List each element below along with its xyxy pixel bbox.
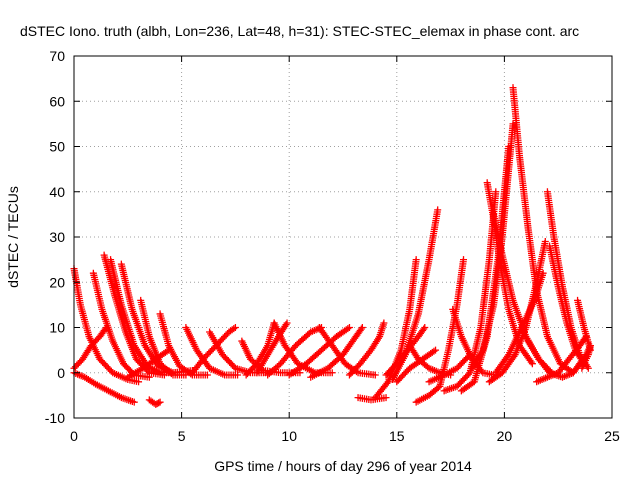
data-point xyxy=(541,238,549,246)
data-point xyxy=(167,370,175,378)
data-point xyxy=(412,256,420,264)
data-point xyxy=(586,342,594,350)
series-17 xyxy=(253,319,291,377)
series-5 xyxy=(100,251,168,379)
series-25 xyxy=(371,256,420,402)
data-point xyxy=(509,120,517,128)
data-series xyxy=(70,84,594,408)
data-point xyxy=(371,371,379,379)
series-4 xyxy=(89,269,153,381)
data-point xyxy=(344,325,352,333)
chart-title: dSTEC Iono. truth (albh, Lon=236, Lat=48… xyxy=(20,23,579,39)
y-tick-label: 20 xyxy=(49,274,65,290)
data-point xyxy=(584,364,592,372)
data-point xyxy=(528,360,536,368)
x-tick-label: 10 xyxy=(281,428,297,444)
x-tick-label: 5 xyxy=(178,428,186,444)
y-axis-title: dSTEC / TECUs xyxy=(5,186,21,288)
data-point xyxy=(155,399,163,407)
data-point xyxy=(163,347,171,355)
data-point xyxy=(283,319,291,327)
data-point xyxy=(421,324,429,331)
data-point xyxy=(165,346,173,354)
series-24 xyxy=(354,394,390,404)
series-19 xyxy=(264,324,325,379)
data-point xyxy=(434,206,442,214)
x-tick-label: 0 xyxy=(70,428,78,444)
data-point xyxy=(465,370,473,378)
series-23 xyxy=(345,319,388,379)
y-tick-label: 40 xyxy=(49,184,65,200)
axes: 0 5 10 15 20 25 -10 0 10 20 30 40 50 60 70 xyxy=(45,48,620,444)
data-point xyxy=(203,371,211,379)
data-point xyxy=(420,325,428,333)
y-tick-label: 0 xyxy=(57,365,65,381)
y-tick-label: 60 xyxy=(49,93,65,109)
data-point xyxy=(539,269,547,277)
data-point xyxy=(460,256,468,264)
data-point xyxy=(345,324,353,331)
data-point xyxy=(504,352,512,360)
x-axis-title: GPS time / hours of day 296 of year 2014 xyxy=(214,458,472,474)
data-point xyxy=(527,358,535,366)
series-27 xyxy=(388,206,442,384)
series-38 xyxy=(509,84,577,377)
y-tick-label: -10 xyxy=(45,410,65,426)
y-tick-label: 50 xyxy=(49,139,65,155)
data-point xyxy=(231,324,239,331)
data-point xyxy=(430,347,438,355)
data-point xyxy=(135,378,143,386)
data-point xyxy=(230,325,238,333)
series-44 xyxy=(533,333,590,386)
data-point xyxy=(357,325,365,333)
data-point xyxy=(383,379,391,387)
data-point xyxy=(382,394,390,402)
series-30 xyxy=(412,256,468,406)
x-tick-label: 20 xyxy=(497,428,513,444)
data-point xyxy=(328,369,336,377)
data-point xyxy=(380,319,388,327)
x-tick-label: 25 xyxy=(604,428,620,444)
x-tick-label: 15 xyxy=(389,428,405,444)
series-1 xyxy=(70,265,143,386)
series-9 xyxy=(145,396,164,408)
series-11 xyxy=(124,346,173,381)
series-47 xyxy=(578,342,594,372)
data-point xyxy=(156,398,164,406)
data-point xyxy=(510,352,518,360)
series-8 xyxy=(137,296,190,379)
series-22 xyxy=(307,324,366,381)
series-14 xyxy=(188,324,239,377)
y-tick-label: 70 xyxy=(49,48,65,64)
grid-lines xyxy=(74,56,612,418)
y-tick-label: 30 xyxy=(49,229,65,245)
series-40 xyxy=(492,269,547,377)
data-point xyxy=(492,188,500,196)
series-35 xyxy=(468,120,517,372)
data-point xyxy=(130,398,138,406)
series-20 xyxy=(285,324,353,379)
series-3 xyxy=(70,324,110,372)
data-point xyxy=(432,346,440,354)
data-point xyxy=(275,361,283,369)
data-point xyxy=(358,324,366,331)
y-tick-label: 10 xyxy=(49,320,65,336)
data-point xyxy=(234,371,242,379)
